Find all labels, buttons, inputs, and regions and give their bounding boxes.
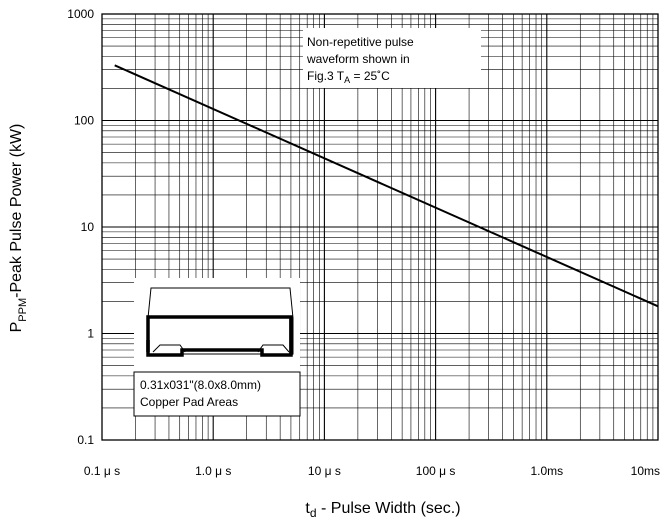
x-tick-label: 100 μ s	[416, 464, 456, 478]
x-tick-label: 1.0ms	[530, 464, 563, 478]
x-tick-label: 10ms	[631, 464, 660, 478]
x-axis-title: td - Pulse Width (sec.)	[305, 500, 460, 520]
inset-caption-line-2: Copper Pad Areas	[140, 395, 238, 409]
x-tick-label: 1.0 μ s	[195, 464, 231, 478]
y-tick-label: 1000	[67, 7, 94, 21]
pad-diagram-icon	[146, 287, 294, 357]
y-tick-label: 0.1	[77, 433, 94, 447]
annotation: Non-repetitive pulse waveform shown in F…	[303, 28, 481, 88]
y-axis-title: PPPM-Peak Pulse Power (kW)	[8, 124, 29, 333]
y-tick-label: 1	[87, 327, 94, 341]
y-tick-labels: 1000 100 10 1 0.1	[67, 7, 94, 447]
inset-caption-line-1: 0.31x031"(8.0x8.0mm)	[140, 378, 261, 392]
copper-pad-inset: 0.31x031"(8.0x8.0mm) Copper Pad Areas	[133, 278, 301, 417]
y-tick-label: 100	[74, 114, 94, 128]
annotation-line-2: waveform shown in	[306, 52, 410, 66]
annotation-line-3: Fig.3 TA = 25˚C	[307, 69, 390, 85]
annotation-line-1: Non-repetitive pulse	[307, 35, 414, 49]
y-tick-label: 10	[81, 220, 95, 234]
plot-frame	[101, 13, 659, 441]
series-line-peak-power	[114, 64, 659, 308]
x-tick-label: 0.1 μ s	[84, 464, 120, 478]
x-tick-label: 10 μ s	[308, 464, 341, 478]
x-tick-labels: 0.1 μ s 1.0 μ s 10 μ s 100 μ s 1.0ms 10ms	[84, 464, 660, 478]
